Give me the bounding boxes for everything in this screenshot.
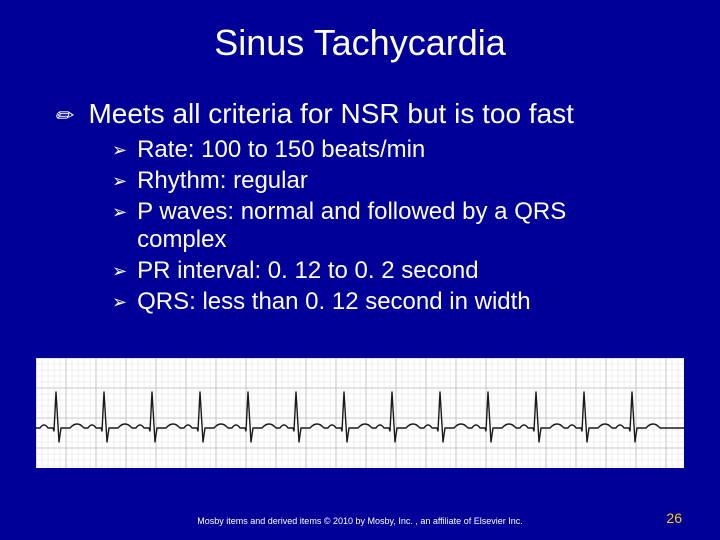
list-item: ➢ Rate: 100 to 150 beats/min xyxy=(112,136,720,165)
pencil-icon: ✏ xyxy=(54,103,72,129)
sub-bullet-list: ➢ Rate: 100 to 150 beats/min ➢ Rhythm: r… xyxy=(112,136,720,317)
main-bullet-row: ✏ Meets all criteria for NSR but is too … xyxy=(54,98,720,130)
page-number: 26 xyxy=(666,510,682,526)
list-item-text: QRS: less than 0. 12 second in width xyxy=(137,288,531,317)
arrow-icon: ➢ xyxy=(112,202,127,223)
arrow-icon: ➢ xyxy=(112,261,127,282)
arrow-icon: ➢ xyxy=(112,292,127,313)
ecg-waveform xyxy=(36,358,684,468)
arrow-icon: ➢ xyxy=(112,171,127,192)
list-item-text: P waves: normal and followed by a QRS co… xyxy=(137,198,657,256)
list-item: ➢ Rhythm: regular xyxy=(112,167,720,196)
list-item: ➢ P waves: normal and followed by a QRS … xyxy=(112,198,720,256)
arrow-icon: ➢ xyxy=(112,140,127,161)
list-item-text: Rate: 100 to 150 beats/min xyxy=(137,136,425,165)
list-item: ➢ QRS: less than 0. 12 second in width xyxy=(112,288,720,317)
list-item: ➢ PR interval: 0. 12 to 0. 2 second xyxy=(112,257,720,286)
list-item-text: Rhythm: regular xyxy=(137,167,308,196)
list-item-text: PR interval: 0. 12 to 0. 2 second xyxy=(137,257,479,286)
copyright-footer: Mosby items and derived items © 2010 by … xyxy=(0,516,720,526)
ecg-strip xyxy=(36,358,684,468)
main-bullet-text: Meets all criteria for NSR but is too fa… xyxy=(88,98,574,130)
slide-title: Sinus Tachycardia xyxy=(0,0,720,64)
